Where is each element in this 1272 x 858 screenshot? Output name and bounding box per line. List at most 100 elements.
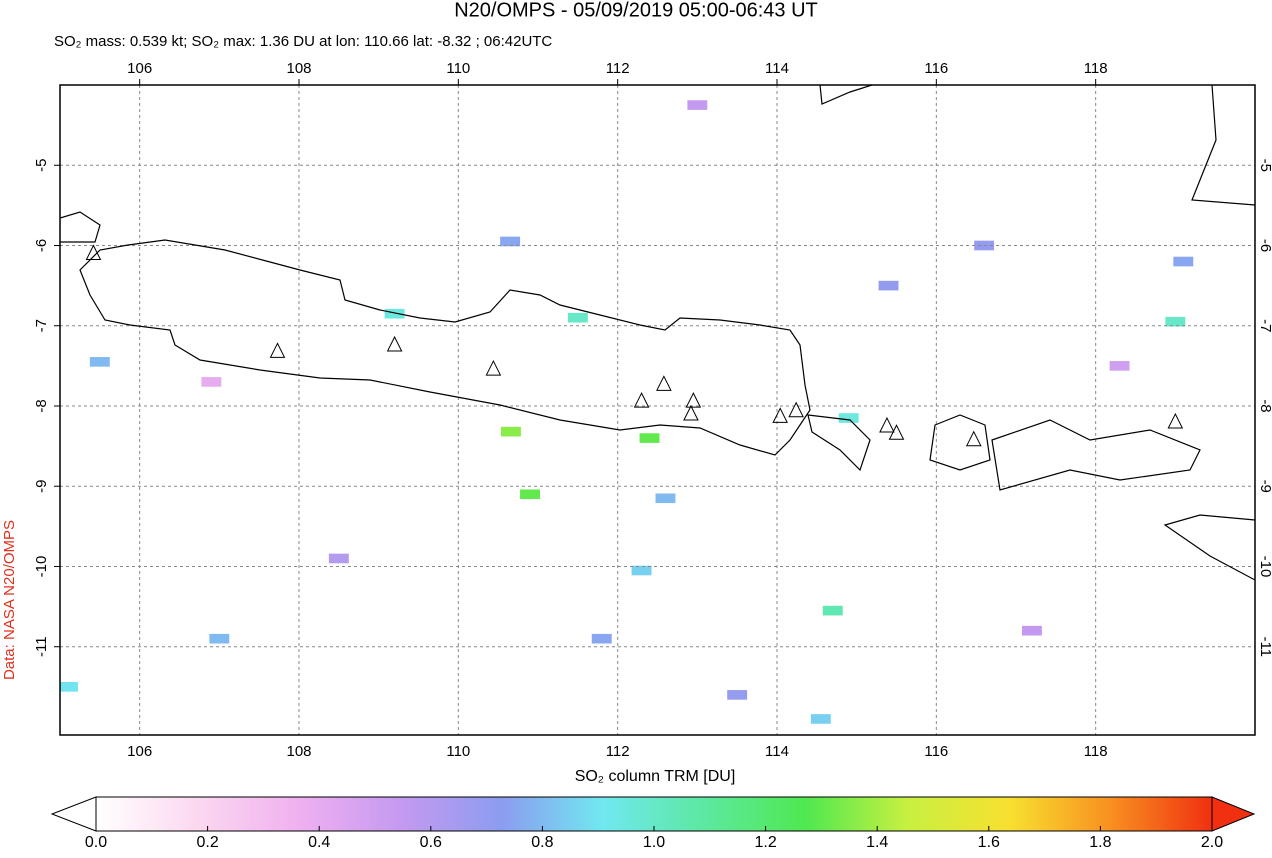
colorbar-tick-label: 1.0 [643, 834, 665, 851]
so2-cell [822, 605, 843, 616]
y-tick-label-left: -5 [33, 159, 50, 172]
plot-area [60, 85, 1255, 735]
volcano [633, 392, 650, 408]
source-label: Data: NASA N20/OMPS [1, 520, 18, 680]
y-tick-label-right: -7 [1257, 319, 1272, 332]
volcano [85, 244, 102, 261]
volcano [888, 424, 905, 440]
so2-cell [567, 312, 588, 323]
volcano [683, 404, 699, 421]
so2-cell [384, 308, 405, 319]
title: N20/OMPS - 05/09/2019 05:00-06:43 UT [454, 0, 818, 21]
volcano [965, 430, 982, 447]
grid [60, 85, 1255, 735]
x-tick-label-top: 112 [606, 60, 630, 77]
plot-frame [59, 84, 1256, 736]
x-tick-label-top: 110 [446, 60, 470, 77]
colorbar-tick-label: 1.6 [978, 834, 1000, 851]
so2-cell [639, 433, 660, 443]
x-tick-label-top: 118 [1084, 60, 1108, 77]
so2-cell [838, 413, 859, 423]
so2-cells [60, 100, 1194, 724]
colorbar-tick-label: 1.8 [1089, 834, 1111, 851]
coast-sumatra [60, 211, 101, 243]
volcano [386, 335, 403, 352]
x-tick-label-bottom: 116 [924, 743, 948, 760]
coast-borneo [819, 85, 873, 105]
colorbar-label: SO₂ column TRM [DU] [575, 768, 736, 785]
colorbar-tick-label: 1.2 [754, 834, 776, 851]
so2-cell [631, 565, 652, 576]
y-tick-label-right: -6 [1257, 239, 1272, 252]
volcano [656, 375, 672, 391]
colorbar-tick-label: 0.2 [196, 834, 218, 851]
y-tick-label-left: -10 [33, 556, 50, 578]
x-tick-label-bottom: 114 [765, 743, 789, 760]
y-tick-label-right: -5 [1257, 159, 1272, 172]
x-tick-label-top: 114 [765, 60, 789, 77]
so2-cell [1173, 256, 1194, 267]
volcano [772, 407, 788, 423]
colorbar-tick-label: 0.8 [531, 834, 553, 851]
y-tick-label-right: -11 [1257, 636, 1272, 657]
coast-sulawesi [1191, 85, 1255, 206]
volcano [1167, 412, 1184, 429]
coastlines [60, 85, 1255, 581]
so2-cell [655, 493, 676, 504]
y-tick-label-left: -9 [33, 480, 50, 493]
so2-cell [520, 489, 540, 500]
coast-java [79, 239, 811, 456]
coast-lombok [929, 414, 991, 471]
y-tick-label-left: -11 [33, 636, 50, 657]
x-tick-label-top: 106 [127, 60, 152, 77]
x-tick-label-bottom: 108 [286, 743, 311, 760]
so2-cell [810, 714, 831, 724]
subtitle: SO₂ mass: 0.539 kt; SO₂ max: 1.36 DU at … [54, 33, 552, 50]
colorbar-tick-label: 0.4 [308, 834, 330, 851]
so2-cell [60, 682, 78, 692]
colorbar-ticks: 0.0 0.2 0.4 0.6 0.8 1.0 1.2 1.4 1.6 1.8 2.0 [85, 826, 1223, 851]
x-tick-label-bottom: 110 [446, 743, 470, 760]
x-tick-label-top: 108 [286, 60, 311, 77]
y-tick-label-left: -8 [33, 399, 50, 412]
colorbar-tick-label: 0.0 [85, 834, 107, 851]
colorbar-under [50, 796, 97, 832]
coast-bali [807, 414, 871, 472]
so2-cell [209, 633, 230, 644]
y-tick-label-right: -9 [1257, 480, 1272, 493]
axes: 106 106 108 108 110 110 112 112 114 114 116 116 118 1… [33, 60, 1272, 760]
volcano [269, 342, 286, 358]
so2-cell [500, 426, 521, 437]
y-tick-label-left: -7 [33, 319, 50, 332]
volcano [485, 359, 502, 376]
volcano [879, 416, 895, 433]
so2-cell [878, 280, 899, 291]
colorbar-over [1211, 796, 1256, 832]
volcano [788, 401, 804, 418]
y-tick-label-right: -8 [1257, 399, 1272, 412]
x-tick-label-bottom: 118 [1084, 743, 1108, 760]
y-tick-label-left: -6 [33, 239, 50, 252]
so2-cell [727, 690, 748, 700]
colorbar-tick-label: 2.0 [1201, 834, 1223, 851]
colorbar [95, 796, 1213, 832]
so2-cell [687, 100, 708, 110]
so2-cell [1165, 316, 1186, 327]
so2-cell [1021, 625, 1042, 636]
so2-cell [591, 633, 612, 644]
coast-sumbawa [991, 419, 1201, 491]
volcano [685, 392, 702, 408]
volcanoes [85, 244, 1184, 447]
y-tick-label-right: -10 [1257, 556, 1272, 578]
coast-sumba [1163, 514, 1255, 581]
colorbar-tick-label: 0.6 [420, 834, 442, 851]
so2-cell [201, 377, 222, 387]
so2-cell [89, 357, 110, 367]
x-tick-label-top: 116 [924, 60, 948, 77]
so2-cell [1109, 361, 1130, 371]
so2-cell [500, 236, 521, 247]
x-tick-label-bottom: 112 [606, 743, 630, 760]
colorbar-tick-label: 1.4 [866, 834, 888, 851]
x-tick-label-bottom: 106 [127, 743, 152, 760]
